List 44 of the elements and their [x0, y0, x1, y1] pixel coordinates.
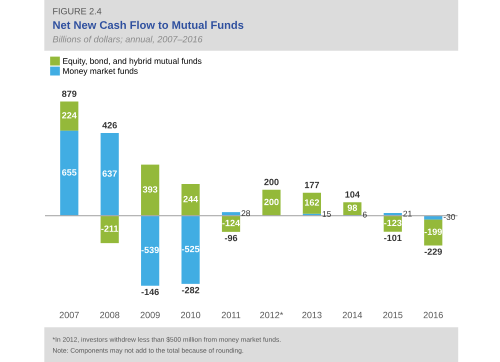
- x-tick-label: 2012*: [260, 312, 284, 318]
- data-label: 200: [264, 198, 279, 206]
- x-tick-label: 2014: [342, 312, 362, 318]
- total-label: -146: [141, 288, 159, 296]
- data-label: 21: [403, 210, 412, 217]
- total-label: 879: [62, 90, 76, 98]
- data-label: -525: [182, 246, 200, 252]
- x-tick-label: 2008: [100, 312, 120, 318]
- data-label: 224: [62, 112, 77, 118]
- data-label: -539: [141, 246, 159, 254]
- data-label: -211: [101, 225, 118, 232]
- total-label: -96: [224, 234, 238, 242]
- x-tick-label: 2016: [424, 312, 443, 318]
- total-label: 200: [264, 178, 279, 186]
- chart-title: Net New Cash Flow to Mutual Funds: [53, 20, 244, 29]
- data-label: -124: [222, 220, 240, 226]
- x-tick-label: 2013: [302, 312, 322, 318]
- data-label: 393: [142, 186, 158, 193]
- total-label: 177: [304, 182, 320, 188]
- data-label: 15: [322, 211, 331, 217]
- total-label: -282: [182, 286, 200, 294]
- x-tick-label: 2015: [383, 312, 402, 318]
- total-label: 104: [345, 191, 360, 198]
- data-label: 637: [102, 170, 117, 177]
- caption: FIGURE 2.4: [53, 8, 102, 14]
- total-label: 426: [102, 122, 117, 128]
- data-label: -30: [444, 214, 456, 220]
- legend-label: Equity, bond, and hybrid mutual funds: [63, 58, 202, 66]
- total-label: -101: [384, 234, 402, 242]
- total-label: -229: [424, 248, 442, 255]
- data-label: 655: [62, 169, 77, 176]
- data-label: 98: [348, 204, 358, 211]
- data-label: 162: [304, 199, 320, 206]
- data-label: 6: [362, 212, 367, 218]
- x-tick-label: 2009: [140, 312, 160, 318]
- legend-label: Money market funds: [63, 68, 138, 76]
- data-label: 244: [183, 196, 198, 202]
- data-label: -199: [424, 228, 442, 235]
- chart-subtitle: Billions of dollars; annual, 2007–2016: [52, 36, 203, 44]
- x-tick-label: 2011: [222, 312, 240, 318]
- data-label: -123: [384, 220, 402, 226]
- x-tick-label: 2010: [181, 312, 200, 318]
- data-label: 28: [242, 210, 250, 216]
- x-tick-label: 2007: [60, 312, 79, 318]
